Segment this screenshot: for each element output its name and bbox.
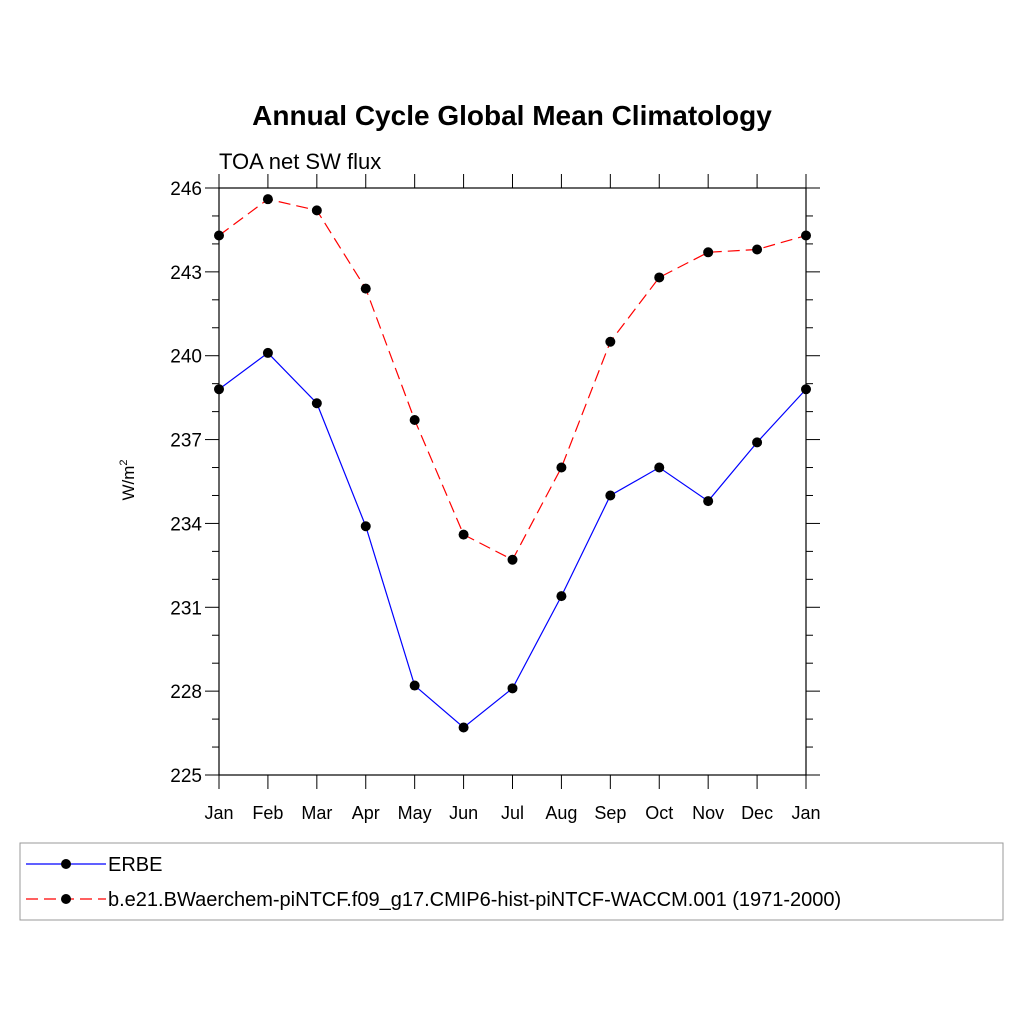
x-tick-label: Jan — [204, 803, 233, 823]
svg-text:W/m2: W/m2 — [118, 459, 138, 500]
data-point — [507, 554, 518, 565]
data-point — [556, 591, 567, 602]
data-point — [507, 683, 518, 694]
data-point — [360, 283, 371, 294]
data-point — [801, 384, 811, 395]
series-line — [218, 198, 807, 561]
y-tick-label: 231 — [170, 598, 202, 619]
legend-item-2: b.e21.BWaerchem-piNTCF.f09_g17.CMIP6-his… — [26, 889, 841, 911]
x-tick-label: Aug — [545, 803, 577, 823]
legend-marker — [61, 894, 71, 904]
y-axis: 225 228 231 234 237 240 243 246 — [170, 179, 820, 787]
legend-marker — [61, 859, 71, 869]
data-point — [360, 521, 371, 532]
y-tick-label: 246 — [170, 179, 202, 200]
y-axis-label: W/m2 — [118, 459, 138, 500]
series-line — [218, 352, 807, 729]
data-point — [409, 415, 420, 426]
data-point — [752, 437, 763, 448]
legend: ERBE b.e21.BWaerchem-piNTCF.f09_g17.CMIP6… — [19, 842, 1004, 921]
data-point — [605, 490, 616, 501]
legend-label: b.e21.BWaerchem-piNTCF.f09_g17.CMIP6-his… — [108, 889, 841, 911]
data-point — [214, 384, 224, 395]
data-point — [458, 529, 469, 540]
series-layer — [214, 194, 811, 733]
y-tick-label: 243 — [170, 263, 202, 284]
series-2 — [214, 194, 811, 565]
y-tick-label: 240 — [170, 347, 202, 368]
x-tick-label: Jun — [449, 803, 478, 823]
y-tick-label: 237 — [170, 431, 202, 452]
data-point — [214, 230, 224, 241]
y-axis-label-sup: 2 — [118, 459, 130, 465]
data-point — [262, 194, 273, 205]
x-tick-label: Dec — [741, 803, 773, 823]
data-point — [556, 462, 567, 473]
data-point — [752, 244, 763, 255]
x-tick-label: Nov — [692, 803, 724, 823]
data-point — [458, 722, 469, 733]
y-tick-label: 234 — [170, 514, 202, 535]
chart-subtitle: TOA net SW flux — [219, 149, 381, 174]
series-1 — [214, 347, 811, 733]
data-point — [654, 462, 665, 473]
y-tick-label: 225 — [170, 766, 202, 787]
data-point — [311, 205, 322, 216]
x-tick-label: Mar — [301, 803, 332, 823]
legend-item-1: ERBE — [26, 854, 162, 876]
legend-box — [19, 842, 1004, 921]
data-point — [605, 336, 616, 347]
data-point — [801, 230, 811, 241]
data-point — [311, 398, 322, 409]
x-tick-label: Oct — [645, 803, 673, 823]
x-tick-label: May — [398, 803, 432, 823]
data-point — [703, 496, 714, 507]
y-tick-label: 228 — [170, 682, 202, 703]
x-axis: Jan Feb Mar Apr May Jun Jul Aug Sep Oct Nov Dec Jan — [204, 174, 821, 823]
x-tick-label: Apr — [352, 803, 380, 823]
legend-label: ERBE — [108, 854, 162, 876]
data-point — [262, 347, 273, 358]
data-point — [654, 272, 665, 283]
x-tick-label: Feb — [252, 803, 283, 823]
data-point — [703, 247, 714, 258]
x-tick-label: Jan — [791, 803, 820, 823]
data-point — [409, 680, 420, 691]
x-tick-label: Sep — [594, 803, 626, 823]
y-axis-label-base: W/m — [119, 466, 138, 501]
chart-title: Annual Cycle Global Mean Climatology — [252, 100, 772, 131]
x-tick-label: Jul — [501, 803, 524, 823]
